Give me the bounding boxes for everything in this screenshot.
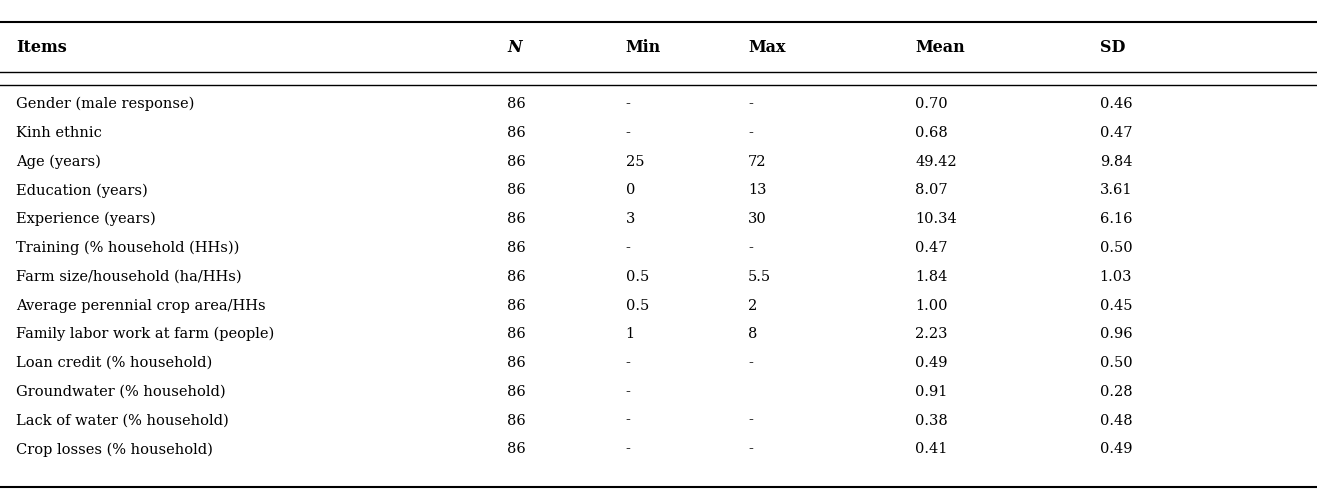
Text: 86: 86 bbox=[507, 327, 525, 341]
Text: 0.38: 0.38 bbox=[915, 414, 948, 428]
Text: 0.91: 0.91 bbox=[915, 385, 948, 399]
Text: 2: 2 bbox=[748, 299, 757, 312]
Text: 72: 72 bbox=[748, 155, 766, 169]
Text: Mean: Mean bbox=[915, 39, 965, 56]
Text: 0.47: 0.47 bbox=[1100, 126, 1133, 140]
Text: 10.34: 10.34 bbox=[915, 212, 957, 226]
Text: 0.41: 0.41 bbox=[915, 442, 948, 456]
Text: Farm size/household (ha/HHs): Farm size/household (ha/HHs) bbox=[16, 270, 241, 284]
Text: -: - bbox=[748, 97, 753, 111]
Text: 3: 3 bbox=[626, 212, 635, 226]
Text: Average perennial crop area/HHs: Average perennial crop area/HHs bbox=[16, 299, 266, 312]
Text: Crop losses (% household): Crop losses (% household) bbox=[16, 442, 212, 457]
Text: Max: Max bbox=[748, 39, 785, 56]
Text: 1.00: 1.00 bbox=[915, 299, 948, 312]
Text: 86: 86 bbox=[507, 385, 525, 399]
Text: Age (years): Age (years) bbox=[16, 154, 100, 169]
Text: 6.16: 6.16 bbox=[1100, 212, 1133, 226]
Text: 0.70: 0.70 bbox=[915, 97, 948, 111]
Text: 25: 25 bbox=[626, 155, 644, 169]
Text: 86: 86 bbox=[507, 442, 525, 456]
Text: 0.48: 0.48 bbox=[1100, 414, 1133, 428]
Text: -: - bbox=[626, 126, 631, 140]
Text: Min: Min bbox=[626, 39, 661, 56]
Text: 1: 1 bbox=[626, 327, 635, 341]
Text: Items: Items bbox=[16, 39, 67, 56]
Text: 86: 86 bbox=[507, 212, 525, 226]
Text: 86: 86 bbox=[507, 184, 525, 197]
Text: 0.45: 0.45 bbox=[1100, 299, 1133, 312]
Text: 0.50: 0.50 bbox=[1100, 241, 1133, 255]
Text: 0.46: 0.46 bbox=[1100, 97, 1133, 111]
Text: 0.50: 0.50 bbox=[1100, 356, 1133, 370]
Text: Groundwater (% household): Groundwater (% household) bbox=[16, 385, 225, 399]
Text: 9.84: 9.84 bbox=[1100, 155, 1133, 169]
Text: Education (years): Education (years) bbox=[16, 183, 148, 198]
Text: Family labor work at farm (people): Family labor work at farm (people) bbox=[16, 327, 274, 342]
Text: -: - bbox=[748, 126, 753, 140]
Text: 0.68: 0.68 bbox=[915, 126, 948, 140]
Text: -: - bbox=[748, 356, 753, 370]
Text: -: - bbox=[748, 414, 753, 428]
Text: 0.5: 0.5 bbox=[626, 270, 649, 284]
Text: -: - bbox=[626, 241, 631, 255]
Text: 1.84: 1.84 bbox=[915, 270, 948, 284]
Text: 86: 86 bbox=[507, 356, 525, 370]
Text: 86: 86 bbox=[507, 270, 525, 284]
Text: 13: 13 bbox=[748, 184, 766, 197]
Text: -: - bbox=[626, 414, 631, 428]
Text: 8: 8 bbox=[748, 327, 757, 341]
Text: -: - bbox=[748, 442, 753, 456]
Text: -: - bbox=[748, 241, 753, 255]
Text: 86: 86 bbox=[507, 155, 525, 169]
Text: 0.49: 0.49 bbox=[915, 356, 948, 370]
Text: -: - bbox=[626, 356, 631, 370]
Text: -: - bbox=[626, 442, 631, 456]
Text: 0.5: 0.5 bbox=[626, 299, 649, 312]
Text: 0.49: 0.49 bbox=[1100, 442, 1133, 456]
Text: 30: 30 bbox=[748, 212, 766, 226]
Text: Experience (years): Experience (years) bbox=[16, 212, 155, 227]
Text: 3.61: 3.61 bbox=[1100, 184, 1133, 197]
Text: SD: SD bbox=[1100, 39, 1125, 56]
Text: 49.42: 49.42 bbox=[915, 155, 957, 169]
Text: N: N bbox=[507, 39, 522, 56]
Text: 0.28: 0.28 bbox=[1100, 385, 1133, 399]
Text: 86: 86 bbox=[507, 241, 525, 255]
Text: Loan credit (% household): Loan credit (% household) bbox=[16, 356, 212, 370]
Text: 86: 86 bbox=[507, 126, 525, 140]
Text: 5.5: 5.5 bbox=[748, 270, 772, 284]
Text: 0.47: 0.47 bbox=[915, 241, 948, 255]
Text: 1.03: 1.03 bbox=[1100, 270, 1133, 284]
Text: -: - bbox=[626, 97, 631, 111]
Text: 2.23: 2.23 bbox=[915, 327, 948, 341]
Text: Kinh ethnic: Kinh ethnic bbox=[16, 126, 101, 140]
Text: 8.07: 8.07 bbox=[915, 184, 948, 197]
Text: 86: 86 bbox=[507, 414, 525, 428]
Text: -: - bbox=[626, 385, 631, 399]
Text: Training (% household (HHs)): Training (% household (HHs)) bbox=[16, 241, 240, 255]
Text: 0.96: 0.96 bbox=[1100, 327, 1133, 341]
Text: Lack of water (% household): Lack of water (% household) bbox=[16, 414, 229, 428]
Text: Gender (male response): Gender (male response) bbox=[16, 97, 194, 112]
Text: 0: 0 bbox=[626, 184, 635, 197]
Text: 86: 86 bbox=[507, 299, 525, 312]
Text: 86: 86 bbox=[507, 97, 525, 111]
